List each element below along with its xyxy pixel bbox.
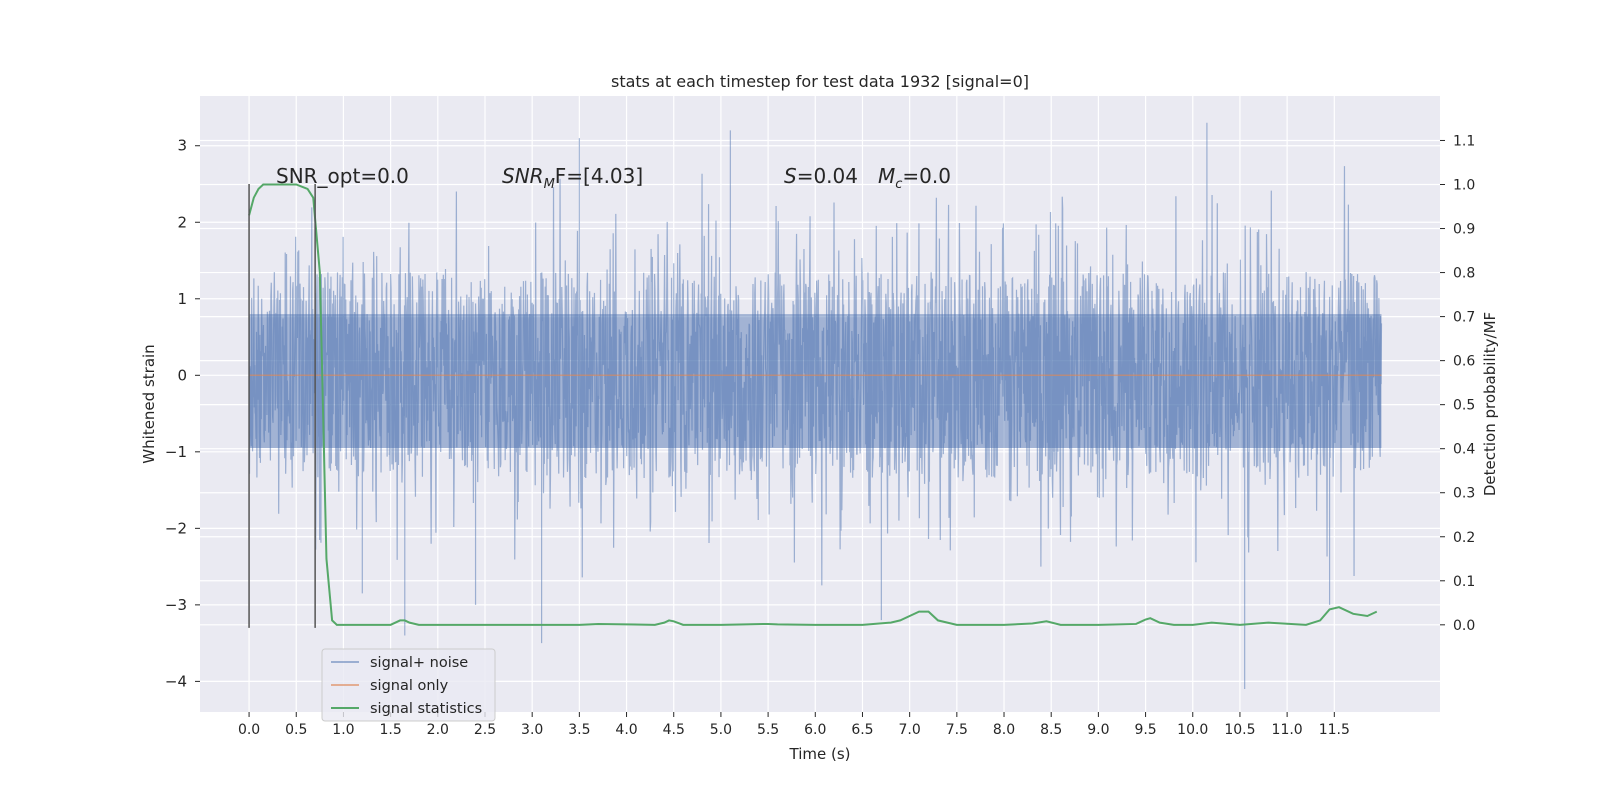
y2-tick-label: 1.0 <box>1453 178 1475 194</box>
x-tick-label: 10.0 <box>1177 722 1208 738</box>
y2-tick-label: 0.0 <box>1453 618 1475 634</box>
x-tick-label: 0.5 <box>285 722 307 738</box>
y2-tick-label: 0.6 <box>1453 354 1475 370</box>
x-tick-label: 8.5 <box>1040 722 1062 738</box>
annotations: SNR_opt=0.0 SNRMF=[4.03] S=0.04 Mc=0.0 <box>276 164 951 192</box>
x-axis-ticks: 0.0 0.5 1.0 1.5 2.0 2.5 3.0 3.5 4.0 4.5 5.0 5.5 6.0 6… <box>238 712 1350 738</box>
x-tick-label: 1.0 <box>332 722 354 738</box>
x-tick-label: 2.5 <box>474 722 496 738</box>
annotation-snr-opt: SNR_opt=0.0 <box>276 164 409 188</box>
legend-box <box>321 648 496 722</box>
x-axis-label: Time (s) <box>789 745 851 763</box>
x-tick-label: 3.5 <box>568 722 590 738</box>
x-tick-label: 4.0 <box>615 722 637 738</box>
y-tick-label: −3 <box>165 596 187 614</box>
x-tick-label: 0.0 <box>238 722 260 738</box>
y-tick-label: 1 <box>177 290 187 308</box>
chart-title: stats at each timestep for test data 193… <box>611 72 1029 91</box>
y2-tick-label: 0.3 <box>1453 486 1475 502</box>
x-tick-label: 7.0 <box>899 722 921 738</box>
x-tick-label: 7.5 <box>946 722 968 738</box>
legend-label-signal-only: signal only <box>370 678 449 694</box>
y2-axis-label: Detection probability/MF <box>1481 312 1499 496</box>
y-tick-label: 3 <box>177 137 187 155</box>
noise-trace <box>248 122 1383 690</box>
y2-tick-label: 0.2 <box>1453 530 1475 546</box>
x-tick-label: 6.0 <box>804 722 826 738</box>
x-tick-label: 3.0 <box>521 722 543 738</box>
x-tick-label: 9.5 <box>1134 722 1156 738</box>
x-tick-label: 11.0 <box>1272 722 1303 738</box>
y-tick-label: −2 <box>165 519 187 537</box>
series-signal-statistics <box>248 183 1378 626</box>
x-tick-label: 6.5 <box>851 722 873 738</box>
y-axis-ticks: 3 2 1 0 −1 −2 −3 −4 <box>165 137 200 690</box>
y-tick-label: 0 <box>177 366 187 384</box>
y-tick-label: 2 <box>177 213 187 231</box>
signal-statistics-line <box>248 183 1378 626</box>
x-tick-label: 2.0 <box>427 722 449 738</box>
y-axis-label: Whitened strain <box>140 344 158 463</box>
annotation-s: S=0.04 <box>784 164 858 188</box>
x-tick-label: 5.5 <box>757 722 779 738</box>
y2-tick-label: 0.4 <box>1453 442 1475 458</box>
noise-core <box>249 314 1382 448</box>
y2-tick-label: 0.5 <box>1453 398 1475 414</box>
annotation-mc: Mc=0.0 <box>878 164 951 192</box>
y2-tick-label: 0.1 <box>1453 574 1475 590</box>
legend: signal+ noise signal only signal statist… <box>321 648 496 722</box>
y-tick-label: −4 <box>165 672 187 690</box>
x-tick-label: 9.0 <box>1087 722 1109 738</box>
x-tick-label: 5.0 <box>710 722 732 738</box>
y2-tick-label: 0.9 <box>1453 222 1475 238</box>
y2-tick-label: 0.8 <box>1453 266 1475 282</box>
y2-tick-label: 0.7 <box>1453 310 1475 326</box>
annotation-snr-mf: SNRMF=[4.03] <box>502 164 643 192</box>
x-tick-label: 8.0 <box>993 722 1015 738</box>
x-tick-label: 4.5 <box>663 722 685 738</box>
vertical-markers <box>248 184 316 628</box>
y2-tick-label: 1.1 <box>1453 133 1475 149</box>
y-tick-label: −1 <box>165 443 187 461</box>
y2-axis-ticks: 1.1 1.0 0.9 0.8 0.7 0.6 0.5 0.4 0.3 0.2 0.1 0.0 <box>1440 133 1475 634</box>
legend-label-signal-statistics: signal statistics <box>370 701 482 717</box>
x-tick-label: 11.5 <box>1319 722 1350 738</box>
series-signal-noise <box>248 122 1383 690</box>
x-tick-label: 1.5 <box>379 722 401 738</box>
x-tick-label: 10.5 <box>1224 722 1255 738</box>
legend-label-signal-noise: signal+ noise <box>370 655 468 671</box>
